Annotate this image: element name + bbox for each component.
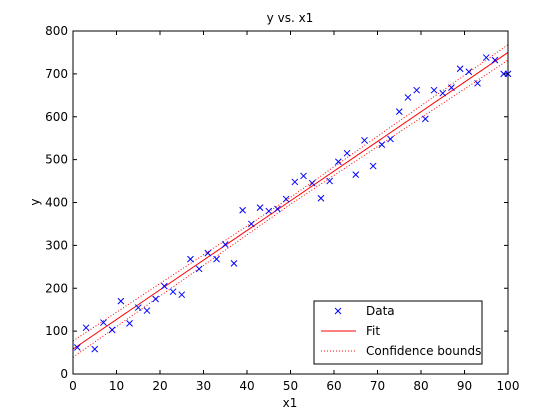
x-tick-label: 80 [413, 379, 428, 393]
x-tick-label: 100 [497, 379, 520, 393]
y-tick-label: 700 [45, 67, 68, 81]
x-tick-label: 60 [326, 379, 341, 393]
x-tick-label: 10 [109, 379, 124, 393]
legend-label-data: Data [366, 304, 395, 318]
x-tick-label: 50 [283, 379, 298, 393]
x-axis-title: x1 [283, 396, 298, 410]
y-tick-label: 200 [45, 281, 68, 295]
y-tick-label: 600 [45, 110, 68, 124]
legend-label-confidence-bounds: Confidence bounds [366, 344, 481, 358]
x-tick-label: 20 [152, 379, 167, 393]
x-tick-label: 0 [69, 379, 77, 393]
x-tick-label: 30 [196, 379, 211, 393]
x-tick-label: 40 [239, 379, 254, 393]
y-tick-label: 500 [45, 153, 68, 167]
legend-label-fit: Fit [366, 324, 380, 338]
y-tick-label: 800 [45, 24, 68, 38]
legend: Data Fit Confidence bounds [314, 301, 482, 364]
y-tick-label: 0 [60, 367, 68, 381]
x-tick-label: 70 [370, 379, 385, 393]
y-tick-label: 100 [45, 324, 68, 338]
x-tick-label: 90 [457, 379, 472, 393]
y-tick-label: 400 [45, 196, 68, 210]
plot-title: y vs. x1 [267, 11, 314, 25]
y-axis-title: y [28, 198, 42, 205]
y-tick-label: 300 [45, 238, 68, 252]
